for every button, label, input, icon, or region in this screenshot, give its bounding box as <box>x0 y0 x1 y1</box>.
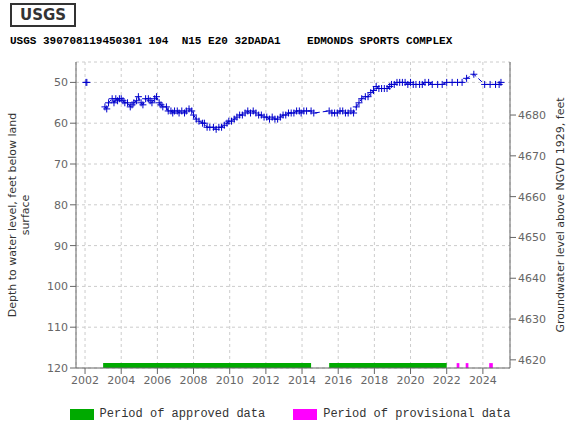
svg-text:4680: 4680 <box>518 109 546 122</box>
html-text:USGS 390708119450301 104 N15 E: USGS 390708119450301 104 N15 E20 32DADA1… <box>10 35 453 47</box>
svg-text:4640: 4640 <box>518 272 546 285</box>
svg-text:50: 50 <box>54 76 68 89</box>
svg-text:2016: 2016 <box>324 374 352 387</box>
html-text:Period of approved data: Period of approved data <box>99 407 266 421</box>
html-text:USGS: USGS <box>20 6 67 24</box>
svg-text:Groundwater level above NGVD 1: Groundwater level above NGVD 1929, feet <box>554 97 567 333</box>
svg-text:4630: 4630 <box>518 313 546 326</box>
svg-text:2006: 2006 <box>143 374 171 387</box>
svg-text:70: 70 <box>54 158 68 171</box>
svg-text:2012: 2012 <box>252 374 280 387</box>
svg-text:120: 120 <box>47 362 68 375</box>
svg-text:2002: 2002 <box>71 374 99 387</box>
svg-text:90: 90 <box>54 240 68 253</box>
svg-text:2022: 2022 <box>433 374 461 387</box>
svg-text:Depth to water level, feet bel: Depth to water level, feet below landsur… <box>8 113 32 318</box>
svg-text:80: 80 <box>54 199 68 212</box>
svg-text:2018: 2018 <box>360 374 388 387</box>
svg-text:2024: 2024 <box>469 374 497 387</box>
html-text:Period of provisional data: Period of provisional data <box>323 407 511 421</box>
svg-text:2004: 2004 <box>107 374 135 387</box>
svg-text:60: 60 <box>54 117 68 130</box>
svg-text:2014: 2014 <box>288 374 316 387</box>
svg-text:4650: 4650 <box>518 231 546 244</box>
svg-text:2008: 2008 <box>180 374 208 387</box>
svg-text:4660: 4660 <box>518 191 546 204</box>
svg-text:2020: 2020 <box>397 374 425 387</box>
svg-text:100: 100 <box>47 280 68 293</box>
svg-text:4620: 4620 <box>518 354 546 367</box>
svg-text:110: 110 <box>47 321 68 334</box>
svg-text:4670: 4670 <box>518 150 546 163</box>
svg-text:2010: 2010 <box>216 374 244 387</box>
